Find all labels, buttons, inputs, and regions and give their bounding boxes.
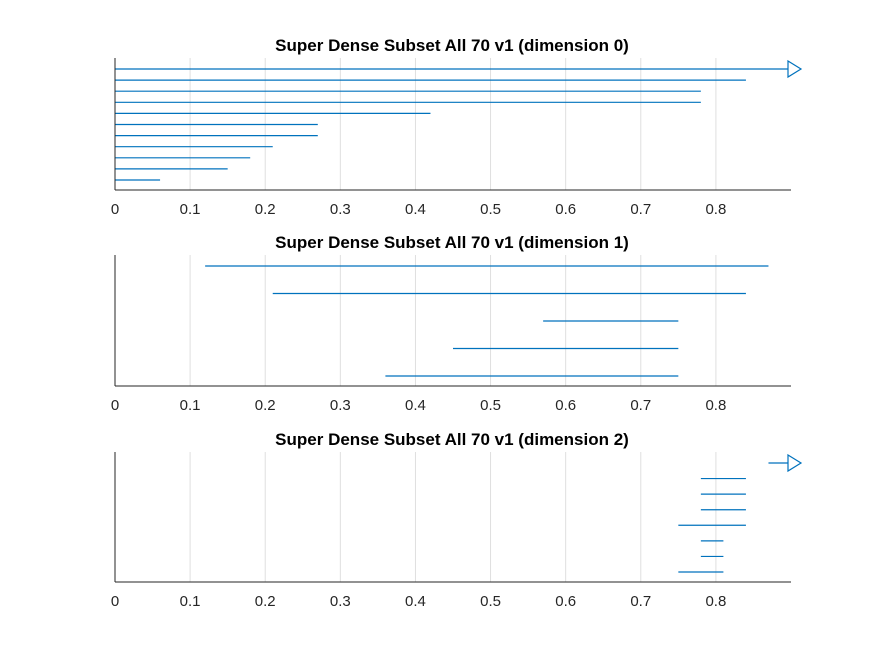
grid-lines — [189, 452, 717, 582]
x-tick-label: 0.4 — [405, 397, 426, 414]
x-tick-label: 0.6 — [555, 593, 576, 610]
x-tick-label: 0.5 — [480, 593, 501, 610]
x-tick-label: 0.5 — [480, 201, 501, 218]
panel-dimension-2: Super Dense Subset All 70 v1 (dimension … — [111, 430, 803, 610]
x-tick-label: 0 — [111, 593, 119, 610]
panel-dimension-1: Super Dense Subset All 70 v1 (dimension … — [111, 233, 791, 414]
x-tick-label: 0.1 — [180, 201, 201, 218]
x-tick-label: 0.3 — [330, 201, 351, 218]
x-tick-label: 0.3 — [330, 397, 351, 414]
x-tick-label: 0.8 — [705, 593, 726, 610]
x-tick-labels: 0 0.1 0.2 0.3 0.4 0.5 0.6 0.7 0.8 — [111, 593, 726, 610]
axes — [114, 255, 791, 387]
x-tick-labels: 0 0.1 0.2 0.3 0.4 0.5 0.6 0.7 0.8 — [111, 201, 726, 218]
panel-title-dimension-1: Super Dense Subset All 70 v1 (dimension … — [275, 233, 629, 252]
axes — [114, 452, 791, 583]
x-tick-label: 0.1 — [180, 397, 201, 414]
x-tick-label: 0.7 — [630, 593, 651, 610]
x-tick-label: 0 — [111, 397, 119, 414]
panel-title-dimension-0: Super Dense Subset All 70 v1 (dimension … — [275, 36, 629, 55]
x-tick-label: 0.2 — [255, 593, 276, 610]
x-tick-label: 0.3 — [330, 593, 351, 610]
infinite-arrow-icon — [787, 59, 803, 79]
x-tick-label: 0.7 — [630, 201, 651, 218]
x-tick-label: 0.4 — [405, 201, 426, 218]
x-tick-label: 0.8 — [705, 201, 726, 218]
x-tick-label: 0.1 — [180, 593, 201, 610]
panel-title-dimension-2: Super Dense Subset All 70 v1 (dimension … — [275, 430, 629, 449]
x-tick-label: 0 — [111, 201, 119, 218]
x-tick-label: 0.4 — [405, 593, 426, 610]
panel-dimension-0: Super Dense Subset All 70 v1 (dimension … — [111, 36, 803, 218]
infinite-arrow-icon — [787, 453, 803, 473]
x-tick-label: 0.2 — [255, 397, 276, 414]
x-tick-label: 0.8 — [705, 397, 726, 414]
x-tick-labels: 0 0.1 0.2 0.3 0.4 0.5 0.6 0.7 0.8 — [111, 397, 726, 414]
x-tick-label: 0.6 — [555, 201, 576, 218]
barcode-intervals — [678, 453, 803, 573]
barcode-intervals — [115, 59, 803, 181]
barcode-intervals — [205, 265, 769, 377]
x-tick-label: 0.5 — [480, 397, 501, 414]
x-tick-label: 0.2 — [255, 201, 276, 218]
x-tick-label: 0.6 — [555, 397, 576, 414]
x-tick-label: 0.7 — [630, 397, 651, 414]
axes — [114, 58, 791, 191]
